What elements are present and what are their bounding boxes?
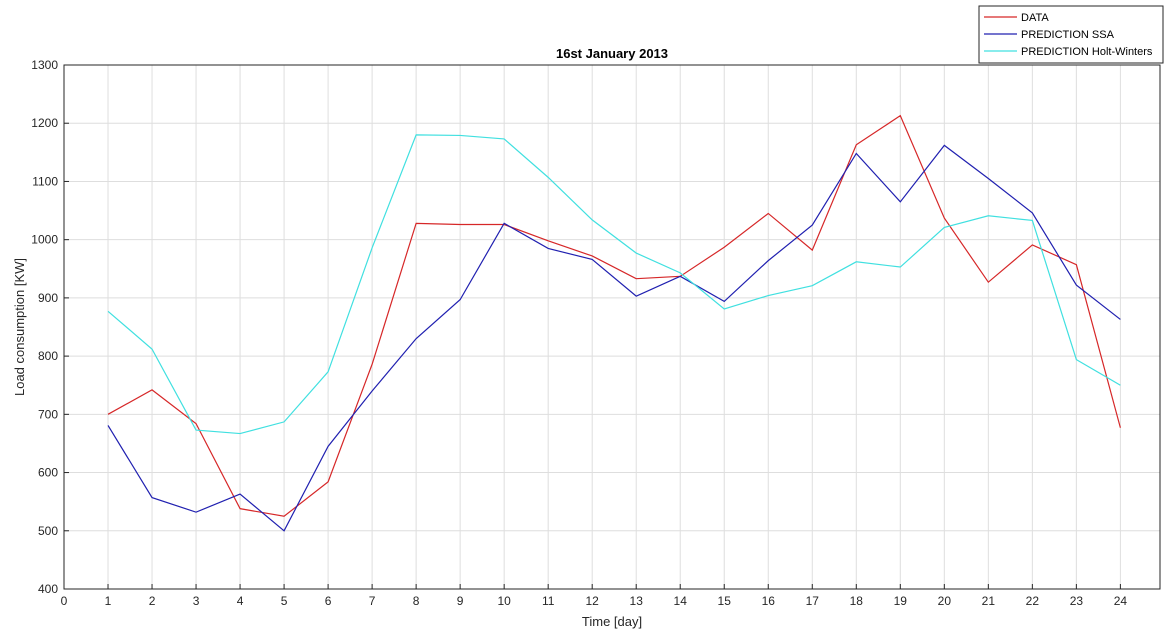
grid xyxy=(63,64,1160,590)
legend: DATA PREDICTION SSA PREDICTION Holt-Winter… xyxy=(978,5,1164,64)
x-tick-label: 1 xyxy=(105,594,112,608)
x-tick-label: 0 xyxy=(61,594,68,608)
chart-title: 16st January 2013 xyxy=(556,46,668,61)
series-line-3 xyxy=(107,134,1121,435)
x-tick-label: 2 xyxy=(149,594,156,608)
x-tick-label: 22 xyxy=(1026,594,1040,608)
series-line-2 xyxy=(107,144,1121,532)
y-tick-label: 700 xyxy=(38,407,58,421)
x-tick-label: 20 xyxy=(938,594,952,608)
y-tick-label: 500 xyxy=(38,524,58,538)
x-axis-label: Time [day] xyxy=(582,614,642,629)
y-tick-label: 800 xyxy=(38,349,58,363)
x-tick-label: 3 xyxy=(193,594,200,608)
x-tick-label: 17 xyxy=(806,594,820,608)
x-tick-label: 14 xyxy=(674,594,688,608)
x-tick-label: 15 xyxy=(718,594,732,608)
x-tick-label: 18 xyxy=(850,594,864,608)
x-tick-label: 23 xyxy=(1070,594,1084,608)
y-tick-label: 600 xyxy=(38,466,58,480)
y-tick-label: 900 xyxy=(38,291,58,305)
x-tick-label: 19 xyxy=(894,594,908,608)
x-tick-label: 12 xyxy=(586,594,600,608)
x-tick-label: 4 xyxy=(237,594,244,608)
legend-label: PREDICTION SSA xyxy=(1021,29,1115,41)
y-tick-label: 1200 xyxy=(31,116,58,130)
y-tick-label: 400 xyxy=(38,582,58,596)
y-tick-label: 1300 xyxy=(31,58,58,72)
x-tick-label: 16 xyxy=(762,594,776,608)
x-tick-label: 21 xyxy=(982,594,996,608)
plot-frame xyxy=(63,64,1161,590)
x-tick-label: 8 xyxy=(413,594,420,608)
x-tick-label: 5 xyxy=(281,594,288,608)
x-tick-label: 13 xyxy=(630,594,644,608)
series-line-1 xyxy=(107,114,1121,517)
x-tick-label: 10 xyxy=(497,594,511,608)
legend-label: PREDICTION Holt-Winters xyxy=(1021,46,1153,58)
y-tick-label: 1100 xyxy=(32,174,58,188)
y-axis: 400 500 600 700 800 900 1000 1100 1200 1300 xyxy=(31,58,69,596)
series-lines xyxy=(107,114,1121,532)
y-axis-label: Load consumption [KW] xyxy=(12,258,27,396)
x-tick-label: 11 xyxy=(542,594,555,608)
y-tick-label: 1000 xyxy=(31,233,58,247)
x-tick-label: 9 xyxy=(457,594,464,608)
legend-label: DATA xyxy=(1021,12,1049,24)
x-tick-label: 6 xyxy=(325,594,332,608)
x-tick-label: 7 xyxy=(369,594,376,608)
x-axis: 0 1 2 3 4 5 6 7 8 9 10 11 12 13 14 15 16 17 18 19 20 21 22 23 24 xyxy=(61,584,1128,608)
x-tick-label: 24 xyxy=(1114,594,1128,608)
